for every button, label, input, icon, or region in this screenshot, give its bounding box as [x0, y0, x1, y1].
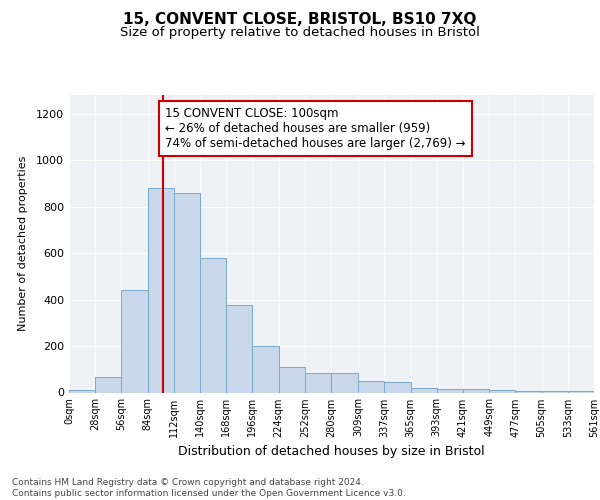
- Bar: [278, 367, 305, 392]
- X-axis label: Distribution of detached houses by size in Bristol: Distribution of detached houses by size …: [178, 445, 485, 458]
- Text: Contains HM Land Registry data © Crown copyright and database right 2024.
Contai: Contains HM Land Registry data © Crown c…: [12, 478, 406, 498]
- Bar: [305, 372, 331, 392]
- Bar: [410, 388, 437, 392]
- Bar: [437, 389, 463, 392]
- Bar: [358, 381, 385, 392]
- Bar: [515, 390, 542, 392]
- Bar: [95, 378, 121, 392]
- Text: Size of property relative to detached houses in Bristol: Size of property relative to detached ho…: [120, 26, 480, 39]
- Bar: [463, 389, 489, 392]
- Bar: [253, 346, 278, 393]
- Bar: [200, 258, 226, 392]
- Bar: [121, 290, 148, 392]
- Y-axis label: Number of detached properties: Number of detached properties: [17, 156, 28, 332]
- Bar: [385, 382, 410, 392]
- Bar: [489, 390, 515, 392]
- Bar: [226, 306, 253, 392]
- Text: 15, CONVENT CLOSE, BRISTOL, BS10 7XQ: 15, CONVENT CLOSE, BRISTOL, BS10 7XQ: [124, 12, 476, 28]
- Bar: [69, 390, 95, 392]
- Bar: [331, 372, 358, 392]
- Bar: [148, 188, 174, 392]
- Text: 15 CONVENT CLOSE: 100sqm
← 26% of detached houses are smaller (959)
74% of semi-: 15 CONVENT CLOSE: 100sqm ← 26% of detach…: [166, 106, 466, 150]
- Bar: [542, 390, 568, 392]
- Bar: [568, 390, 594, 392]
- Bar: [174, 192, 200, 392]
